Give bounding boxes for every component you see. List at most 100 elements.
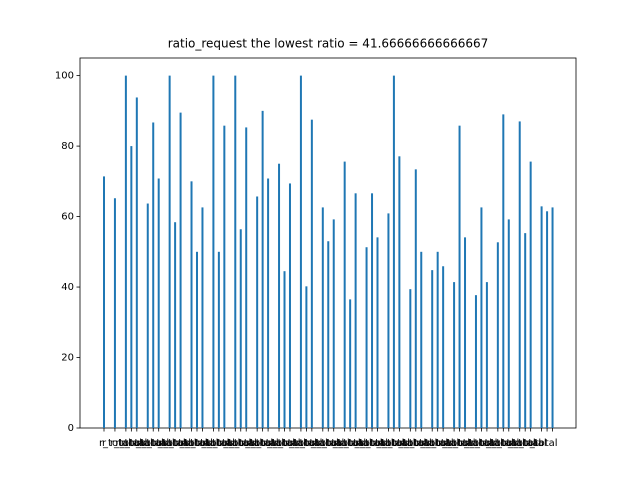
x-tick-label: r_total <box>362 438 394 449</box>
x-tick-label: r_total <box>526 438 558 449</box>
x-tick-label: r_total <box>99 438 131 449</box>
bar <box>146 203 149 428</box>
bar <box>387 213 390 428</box>
bar <box>453 282 456 428</box>
x-tick-label: r_total <box>471 438 503 449</box>
bar <box>529 161 532 428</box>
bar <box>217 251 220 428</box>
bar <box>464 237 467 428</box>
bar <box>168 75 171 428</box>
x-tick-label: r_total <box>186 438 218 449</box>
x-tick-label: r_total <box>416 438 448 449</box>
bar <box>349 299 352 428</box>
bar <box>485 282 488 428</box>
x-tick-label: r_total <box>307 438 339 449</box>
x-tick-label: r_total <box>121 438 153 449</box>
y-tick-label: 60 <box>61 212 74 223</box>
bar <box>327 241 330 428</box>
x-tick-label: r_total <box>515 438 547 449</box>
x-tick-label: r_total <box>219 438 251 449</box>
bar <box>431 270 434 428</box>
bar <box>135 97 138 428</box>
x-tick-label: r_total <box>181 438 213 449</box>
bar <box>195 251 198 428</box>
bar <box>283 271 286 428</box>
x-tick-label: r_total <box>422 438 454 449</box>
bar <box>343 161 346 428</box>
x-tick-label: r_total <box>400 438 432 449</box>
bar <box>299 75 302 428</box>
x-tick-label: r_total <box>247 438 279 449</box>
bar <box>365 247 368 428</box>
x-tick-label: r_total <box>110 438 142 449</box>
bar <box>540 206 543 428</box>
bar <box>278 163 281 428</box>
x-tick-label: r_total <box>493 438 525 449</box>
x-tick-label: r_total <box>197 438 229 449</box>
bar <box>321 207 324 428</box>
bar <box>474 295 477 428</box>
bar <box>190 181 193 428</box>
x-tick-label: r_total <box>372 438 404 449</box>
bar <box>502 114 505 428</box>
bar <box>436 251 439 428</box>
bar <box>245 127 248 429</box>
x-tick-label: r <box>102 438 107 449</box>
bar <box>376 237 379 428</box>
bar <box>130 146 133 428</box>
bar <box>261 110 264 428</box>
bar <box>124 75 127 428</box>
x-tick-label: r_total <box>329 438 361 449</box>
bar <box>414 169 417 428</box>
bar <box>113 198 116 428</box>
x-tick-label: r_total <box>509 438 541 449</box>
bar <box>288 183 291 428</box>
x-tick-label: r_total <box>290 438 322 449</box>
x-tick-label: r_total <box>378 438 410 449</box>
x-tick-label: r_total <box>449 438 481 449</box>
x-tick-label: r_total <box>285 438 317 449</box>
bar <box>174 222 177 428</box>
x-tick-label: r_total <box>208 438 240 449</box>
bar <box>518 121 521 428</box>
x-tick-label: r_total <box>165 438 197 449</box>
bar <box>234 75 237 428</box>
x-tick-label: r_total <box>504 438 536 449</box>
x-tick-label: r_total <box>176 438 208 449</box>
bar <box>371 193 374 428</box>
x-tick-label: r_total <box>487 438 519 449</box>
x-tick-label: r_total <box>252 438 284 449</box>
x-tick-label: r_total <box>203 438 235 449</box>
x-tick-label: r_total <box>132 438 164 449</box>
chart-title: ratio_request the lowest ratio = 41.6666… <box>168 37 489 51</box>
x-tick-label: r_total <box>263 438 295 449</box>
x-tick-label: r_total <box>143 438 175 449</box>
y-tick-label: 20 <box>61 353 74 364</box>
y-tick-label: 0 <box>68 423 74 434</box>
x-tick-label: r_total <box>356 438 388 449</box>
x-tick-label: r_total <box>383 438 415 449</box>
bar <box>420 251 423 428</box>
bar <box>256 196 259 428</box>
x-tick-label: r_total <box>318 438 350 449</box>
bar <box>179 112 182 428</box>
x-tick-label: r_total <box>137 438 169 449</box>
y-tick-label: 40 <box>61 282 74 293</box>
x-tick-label: r_total <box>225 438 257 449</box>
bar <box>305 286 308 428</box>
bar <box>223 125 226 429</box>
x-tick-label: r_total <box>444 438 476 449</box>
bar <box>157 178 160 428</box>
bar <box>354 193 357 428</box>
bar <box>546 211 549 428</box>
bar <box>152 122 155 428</box>
x-tick-label: r_total <box>394 438 426 449</box>
bar <box>480 207 483 428</box>
bar <box>267 178 270 428</box>
x-tick-label: r_total <box>296 438 328 449</box>
y-tick-label: 100 <box>55 71 74 82</box>
bar <box>398 156 401 429</box>
bar <box>458 125 461 429</box>
